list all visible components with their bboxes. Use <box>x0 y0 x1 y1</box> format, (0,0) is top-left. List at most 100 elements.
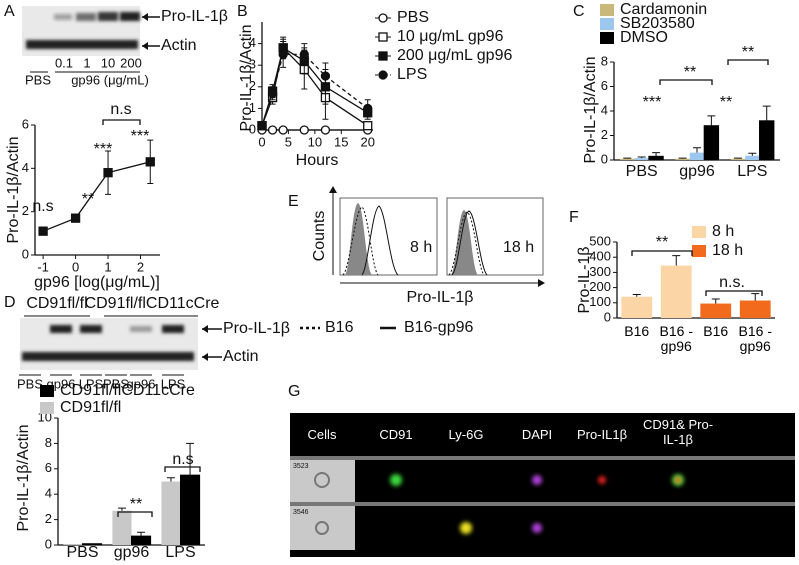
error-bar <box>751 293 760 301</box>
legend-label: LPS <box>397 66 427 83</box>
x-tick-label: B16 <box>703 323 729 339</box>
error-bar <box>632 293 641 297</box>
x-axis-label: gp96 [log(μg/mL)] <box>34 274 160 291</box>
bar <box>131 535 152 546</box>
line <box>261 46 369 127</box>
panel-letter: E <box>288 193 299 210</box>
y-axis-label: Pro-IL-1β/Actin <box>582 56 599 163</box>
bar <box>703 125 720 161</box>
y-tick-label: 100 <box>589 294 611 309</box>
bar <box>675 158 690 160</box>
dose-label: 0.1 <box>55 55 73 70</box>
annotation: ** <box>82 191 94 208</box>
x-tick-label: B16 <box>624 323 650 339</box>
legend-label: B16-gp96 <box>404 319 473 336</box>
point <box>363 103 373 114</box>
y-tick-label: 4 <box>22 160 29 175</box>
x-tick-label: PBS <box>626 163 658 180</box>
significance-bracket <box>727 59 769 65</box>
blot-a: Pro-IL-1β Actin PBS gp96 (μg/mL) 0.1 1 1… <box>22 6 228 87</box>
x-tick-label: -1 <box>37 259 49 274</box>
y-tick-label: 4 <box>249 35 256 50</box>
y-tick-label: 0 <box>249 121 256 136</box>
legend-label: 200 μg/mL gp96 <box>397 47 512 64</box>
y-tick-label: 8 <box>45 435 52 450</box>
y-axis-label: Pro-IL-1β/Actin <box>5 136 22 243</box>
y-tick-label: 4 <box>601 102 608 117</box>
point <box>267 88 278 98</box>
error-bar <box>707 115 716 126</box>
point <box>145 157 155 167</box>
y-tick-label: 0 <box>22 246 29 261</box>
column-header: Cells <box>307 427 337 442</box>
line <box>42 161 151 232</box>
legend-label: PBS <box>397 9 429 26</box>
error-bar <box>748 152 757 156</box>
significance-bracket <box>631 250 693 256</box>
y-tick-label: 8 <box>601 53 608 68</box>
imaging-g: 3523 3546 <box>290 413 795 557</box>
axis-label: Pro-IL-1β <box>407 289 474 306</box>
y-tick-label: 3 <box>249 57 256 72</box>
group-label: PBS <box>25 72 51 87</box>
legend-swatch <box>600 32 614 44</box>
y-tick-label: 300 <box>589 264 611 279</box>
error-bar <box>637 156 646 159</box>
legend-swatch <box>40 385 54 397</box>
lane-label: PBS <box>103 376 129 391</box>
legend-swatch <box>692 245 706 257</box>
annotation: n.s <box>32 198 53 215</box>
error-bar <box>762 105 771 121</box>
y-axis-label: Pro-IL-1β/Actin <box>238 24 255 131</box>
legend-swatch <box>692 226 706 238</box>
y-tick-label: 2 <box>22 203 29 218</box>
point <box>267 125 278 135</box>
annotation: n.s <box>172 451 193 468</box>
legend-label: SB203580 <box>620 15 695 32</box>
error-bar <box>623 157 632 159</box>
legend-marker <box>378 13 388 23</box>
point <box>103 168 113 178</box>
column-header: Pro-IL1β <box>576 427 628 442</box>
legend-label: DMSO <box>620 29 668 46</box>
panel-letter: D <box>4 294 16 311</box>
panel-letter: F <box>569 209 579 226</box>
error-bar <box>186 442 195 476</box>
x-tick-label: gp96 <box>114 544 150 561</box>
x-tick-label: 10 <box>308 134 322 149</box>
bar <box>621 296 653 318</box>
bar <box>63 544 83 545</box>
group-label: gp96 (μg/mL) <box>71 72 149 87</box>
significance-bracket <box>117 511 153 517</box>
lane-label: gp96 <box>127 376 156 391</box>
bar <box>180 474 201 546</box>
axis-label: Counts <box>311 211 328 262</box>
x-axis-label: Hours <box>296 152 339 169</box>
column-header: DAPI <box>521 427 553 442</box>
band-label: Pro-IL-1β <box>161 8 228 25</box>
error-bar <box>672 255 681 266</box>
genotype-label: CD91fl/fl <box>26 295 87 312</box>
bar <box>634 158 649 160</box>
annotation: ** <box>720 94 732 111</box>
bar <box>648 155 664 161</box>
annotation: ** <box>130 496 142 513</box>
y-tick-label: 0 <box>45 536 52 551</box>
y-tick-label: 4 <box>45 486 52 501</box>
flow-e: Counts 8 h 18 h Pro-IL-1β B16 B16-gp96 <box>300 186 545 336</box>
legend-label: 10 μg/mL gp96 <box>397 28 504 45</box>
point <box>299 125 309 135</box>
bar <box>620 158 635 160</box>
error-bar <box>693 147 701 153</box>
error-bar <box>652 152 661 157</box>
y-tick-label: 0 <box>601 151 608 166</box>
annotation: ** <box>742 44 754 61</box>
row-id: 3546 <box>293 509 309 516</box>
point <box>257 121 267 131</box>
line <box>261 53 369 126</box>
blot-d: CD91fl/fl CD91fl/flCD11cCre Pro-IL-1β Ac… <box>20 295 290 370</box>
legend-label: Cardamonin <box>620 1 707 18</box>
x-tick-label: 5 <box>285 134 292 149</box>
